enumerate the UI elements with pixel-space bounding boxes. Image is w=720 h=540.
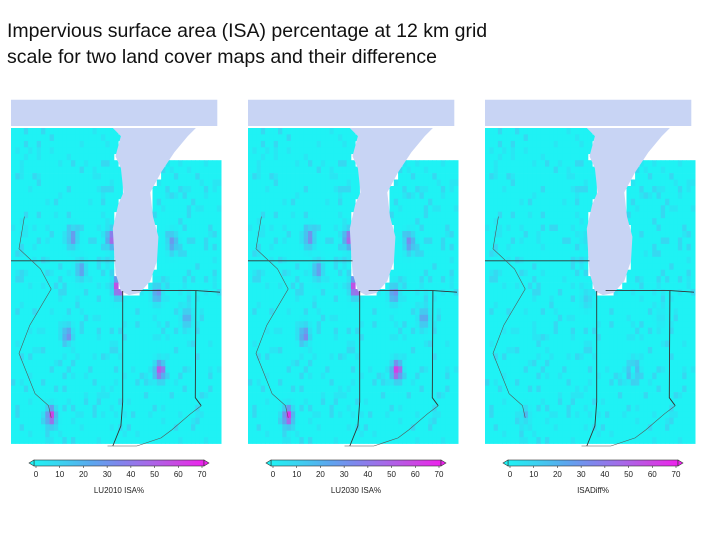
isadiff-tick-label: 0 — [508, 470, 513, 479]
isadiff-tick-label: 70 — [672, 470, 681, 479]
lu2030-colorbar-bar — [270, 459, 442, 467]
title-line-1: Impervious surface area (ISA) percentage… — [7, 20, 488, 42]
isadiff-tick-label: 30 — [577, 470, 586, 479]
isadiff-colorbar: 0 10 20 30 40 50 60 70 ISADiff% — [502, 459, 684, 495]
isadiff-tick-label: 50 — [624, 470, 633, 479]
isadiff-lake-michigan — [586, 128, 670, 296]
isadiff-boundaries — [485, 260, 695, 447]
map-lu2010: 0 10 20 30 40 50 60 70 LU2010 ISA% — [8, 98, 246, 498]
isadiff-colorbar-arrow-high — [677, 459, 684, 467]
lu2010-lake-superior — [11, 99, 218, 128]
map-panel-isadiff: 0 10 20 30 40 50 60 70 ISADiff% — [482, 98, 720, 498]
title-line-2: scale for two land cover maps and their … — [7, 46, 437, 68]
map-isadiff: 0 10 20 30 40 50 60 70 ISADiff% — [482, 98, 720, 498]
lu2030-colorbar: 0 10 20 30 40 50 60 70 LU2030 ISA% — [265, 459, 447, 495]
lu2030-tick-label: 50 — [387, 470, 396, 479]
isadiff-colorbar-arrow-low — [502, 459, 509, 467]
isadiff-tick-label: 10 — [529, 470, 538, 479]
isadiff-tick-label: 20 — [553, 470, 562, 479]
map-panel-lu2010: 0 10 20 30 40 50 60 70 LU2010 ISA% — [8, 98, 246, 498]
isadiff-tick-label: 40 — [600, 470, 609, 479]
lu2010-boundaries — [11, 260, 221, 447]
lu2030-colorbar-arrow-high — [440, 459, 447, 467]
lu2010-tick-label: 40 — [126, 470, 135, 479]
lu2010-colorbar-arrow-low — [28, 459, 35, 467]
lu2030-tick-label: 40 — [363, 470, 372, 479]
lu2030-colorbar-label: LU2030 ISA% — [331, 486, 381, 495]
isadiff-tick-label: 60 — [648, 470, 657, 479]
lu2030-tick-label: 30 — [340, 470, 349, 479]
lu2030-tick-label: 70 — [435, 470, 444, 479]
lu2010-tick-label: 20 — [79, 470, 88, 479]
lu2030-colorbar-arrow-low — [265, 459, 272, 467]
lu2010-colorbar-arrow-high — [203, 459, 210, 467]
lu2030-tick-label: 0 — [271, 470, 276, 479]
lu2030-lake-michigan — [349, 128, 433, 296]
lu2010-tick-label: 50 — [150, 470, 159, 479]
lu2010-colorbar-bar — [33, 459, 205, 467]
isadiff-colorbar-label: ISADiff% — [577, 486, 609, 495]
lu2010-tick-label: 60 — [174, 470, 183, 479]
lu2010-rivers — [18, 216, 202, 447]
lu2010-tick-label: 0 — [34, 470, 39, 479]
lu2030-tick-label: 20 — [316, 470, 325, 479]
lu2010-tick-label: 70 — [198, 470, 207, 479]
lu2010-colorbar-ticks: 0 10 20 30 40 50 60 70 — [34, 466, 207, 479]
lu2030-rivers — [255, 216, 439, 447]
lu2010-tick-label: 10 — [55, 470, 64, 479]
lu2030-tick-label: 60 — [411, 470, 420, 479]
lu2010-lake-michigan — [112, 128, 196, 296]
lu2030-lake-superior — [248, 99, 455, 128]
map-panel-lu2030: 0 10 20 30 40 50 60 70 LU2030 ISA% — [245, 98, 483, 498]
map-lu2030: 0 10 20 30 40 50 60 70 LU2030 ISA% — [245, 98, 483, 498]
lu2010-grid — [11, 128, 222, 444]
lu2030-colorbar-ticks: 0 10 20 30 40 50 60 70 — [271, 466, 444, 479]
isadiff-grid — [485, 128, 696, 444]
lu2010-tick-label: 30 — [103, 470, 112, 479]
isadiff-rivers — [492, 216, 676, 447]
isadiff-colorbar-bar — [507, 459, 679, 467]
lu2030-boundaries — [248, 260, 458, 447]
isadiff-colorbar-ticks: 0 10 20 30 40 50 60 70 — [508, 466, 681, 479]
lu2030-grid — [248, 128, 459, 444]
isadiff-lake-superior — [485, 99, 692, 128]
page-title: Impervious surface area (ISA) percentage… — [7, 18, 607, 70]
lu2010-colorbar-label: LU2010 ISA% — [94, 486, 144, 495]
lu2010-colorbar: 0 10 20 30 40 50 60 70 LU2010 ISA% — [28, 459, 210, 495]
lu2030-tick-label: 10 — [292, 470, 301, 479]
